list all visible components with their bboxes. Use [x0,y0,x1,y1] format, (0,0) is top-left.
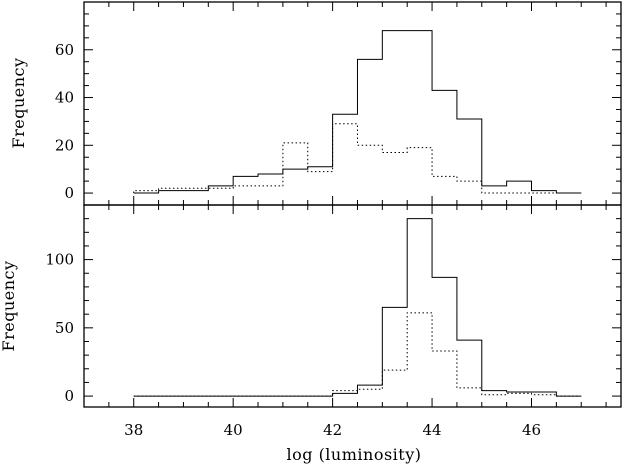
bottom-x-tick-label: 46 [522,421,541,439]
bottom-y-axis-label: Frequency [0,260,18,351]
top-y-tick-label: 20 [55,136,74,154]
top-y-tick-label: 40 [55,89,74,107]
bottom-y-tick-label: 100 [45,251,74,269]
bottom-y-tick-label: 50 [55,319,74,337]
x-axis-label: log (luminosity) [286,445,421,464]
bottom-x-tick-label: 42 [323,421,342,439]
bottom-panel: 0 50 100 38 40 42 44 46 [45,204,622,439]
top-y-axis-label: Frequency [9,57,28,148]
bottom-histogram-solid [133,218,582,397]
top-y-tick-label: 60 [55,41,74,59]
top-y-tick-label: 0 [64,184,74,202]
bottom-histogram-dotted [133,312,582,397]
top-histogram-solid [133,30,582,194]
top-histogram-dotted [133,123,582,194]
top-plot-frame [83,1,622,206]
bottom-x-tick-label: 38 [124,421,143,439]
bottom-x-tick-label: 40 [224,421,243,439]
bottom-plot-frame [83,204,622,408]
bottom-y-tick-label: 0 [64,387,74,405]
top-panel: 0 20 40 60 [55,1,622,206]
bottom-x-tick-label: 44 [423,421,442,439]
